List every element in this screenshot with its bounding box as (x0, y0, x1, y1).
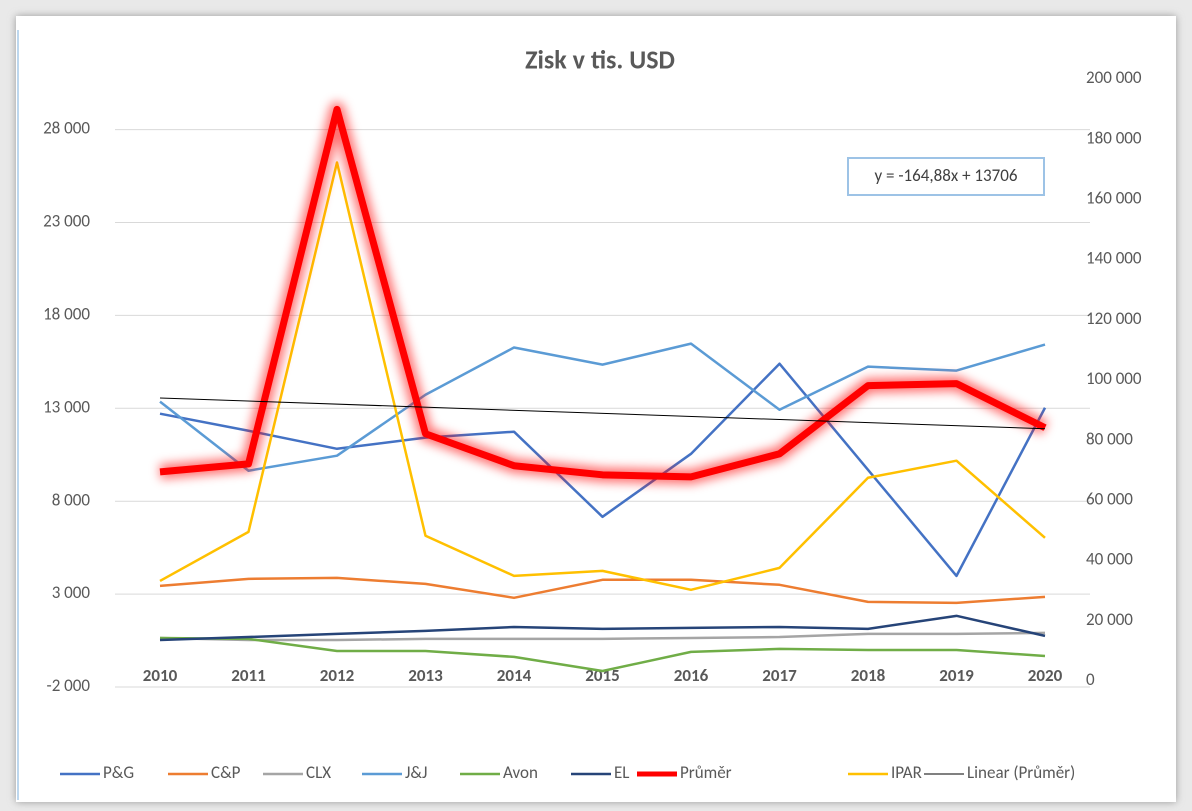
y2-tick-label: 40 000 (1086, 549, 1133, 570)
legend-label: EL (614, 762, 629, 783)
equation: y = -164,88x + 13706 (875, 165, 1018, 186)
series-line (159, 105, 1047, 481)
y-tick-label: 28 000 (43, 118, 90, 139)
y2-tick-label: 140 000 (1086, 248, 1142, 269)
x-tick-label: 2020 (1028, 665, 1063, 686)
x-tick-label: 2010 (143, 665, 178, 686)
y2-tick-label: 180 000 (1086, 127, 1142, 148)
legend-label: Průměr (680, 762, 732, 783)
x-tick-label: 2012 (320, 665, 355, 686)
y2-tick-label: 0 (1086, 669, 1095, 690)
y2-tick-label: 80 000 (1086, 428, 1133, 449)
x-tick-label: 2014 (497, 665, 532, 686)
legend-label: Avon (503, 762, 538, 783)
y-tick-label: 13 000 (43, 396, 90, 417)
legend-label: CLX (306, 762, 331, 783)
series-line (159, 342, 1046, 472)
y-tick-label: 18 000 (43, 303, 90, 324)
legend-label: C&P (211, 762, 241, 783)
legend-label: IPAR (891, 762, 922, 783)
y2-tick-label: 120 000 (1086, 308, 1142, 329)
legend-label: P&G (103, 762, 134, 783)
legend-label: Linear (Průměr) (967, 762, 1075, 783)
y2-tick-label: 20 000 (1086, 609, 1133, 630)
y2-tick-label: 160 000 (1086, 187, 1142, 208)
equation-box (847, 157, 1045, 196)
series-line (159, 631, 1046, 642)
y2-tick-label: 100 000 (1086, 368, 1142, 389)
series-line (159, 161, 1046, 592)
y2-tick-label: 200 000 (1086, 67, 1142, 88)
series-line (159, 576, 1046, 605)
x-tick-label: 2011 (231, 665, 265, 686)
x-tick-label: 2019 (939, 665, 974, 686)
y2-tick-label: 60 000 (1086, 488, 1133, 509)
y-tick-label: 8 000 (52, 489, 91, 510)
series-line (159, 614, 1046, 642)
y-tick-label: 23 000 (43, 211, 90, 232)
chart-title: Zisk v tis. USD (525, 43, 675, 75)
x-tick-label: 2017 (762, 665, 797, 686)
series-line (159, 636, 1046, 673)
y-tick-label: 3 000 (52, 582, 91, 603)
y-tick-label: -2 000 (46, 675, 90, 696)
trendline (159, 397, 1046, 430)
x-tick-label: 2016 (674, 665, 709, 686)
series-line (159, 362, 1047, 578)
legend-label: J&J (405, 762, 427, 783)
x-tick-label: 2013 (408, 665, 443, 686)
x-tick-label: 2018 (851, 665, 886, 686)
